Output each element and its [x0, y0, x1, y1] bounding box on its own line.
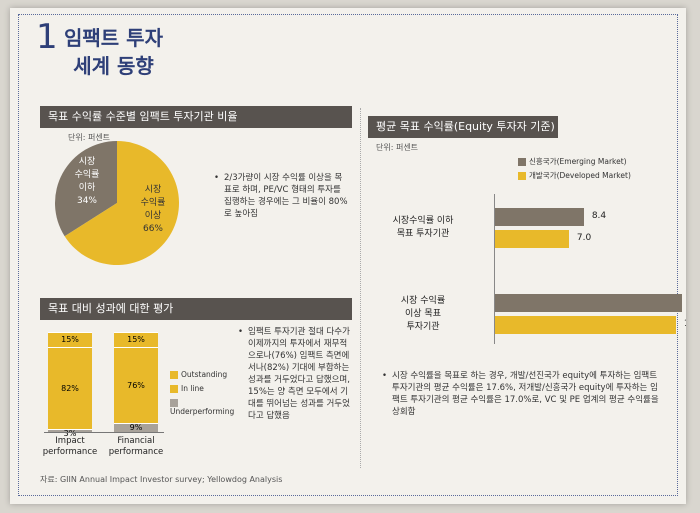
hbar-category-label: 시장 수익률 이상 목표 투자기관 — [400, 295, 446, 332]
stacked-axis-line — [44, 432, 164, 433]
stacked-x-label: Impact performance — [42, 436, 98, 457]
bullet-icon: • — [214, 173, 220, 183]
source-note: 자료: GIIN Annual Impact Investor survey; … — [40, 475, 283, 484]
hbar-bar — [494, 230, 569, 248]
title-line-2: 세계 동향 — [73, 54, 154, 78]
legend-swatch-underperforming — [170, 399, 178, 407]
bar-segment: 15% — [114, 333, 158, 347]
stacked-x-label: Financial performance — [108, 436, 164, 457]
title-line-1: 임팩트 투자 — [64, 26, 163, 50]
hbar-bar — [494, 294, 683, 312]
pie-below-line3: 이하 — [78, 183, 96, 193]
slide-page: 1 임팩트 투자 세계 동향 목표 수익률 수준별 임팩트 투자기관 비율 단위… — [10, 8, 686, 504]
page-title: 임팩트 투자 세계 동향 — [64, 24, 163, 80]
legend-swatch-developed — [518, 172, 526, 180]
section3-note: • 시장 수익률을 목표로 하는 경우, 개발/선진국가 equity에 투자하는… — [382, 371, 659, 417]
pie-above-line1: 시장 — [144, 185, 162, 195]
stacked-bar-chart: 3% 82% 15% Impact performance 9% 76% 15% Financi… — [43, 324, 234, 470]
section3-unit: 단위: 퍼센트 — [376, 143, 419, 152]
legend-in-line: In line — [170, 384, 204, 393]
pie-slice-0 — [55, 141, 117, 237]
section1-header: 목표 수익률 수준별 임팩트 투자기관 비율 — [40, 106, 352, 128]
section1-note: • 2/3가량이 시장 수익률 이상을 목표로 하며, PE/VC 형태의 투자를… — [214, 173, 348, 219]
pie-label-below: 시장 수익률 이하 34% — [62, 156, 112, 208]
pie-above-value: 66% — [142, 224, 163, 234]
pie-label-above: 시장 수익률 이상 66% — [128, 184, 178, 236]
bullet-icon: • — [238, 327, 244, 337]
bar-segment: 76% — [114, 348, 158, 423]
hbar-bar — [494, 208, 584, 226]
hbar-axis-line — [494, 194, 495, 344]
legend-outstanding: Outstanding — [170, 370, 227, 379]
legend-emerging: 신흥국가(Emerging Market) — [518, 156, 627, 167]
section-number: 1 — [36, 17, 58, 57]
bullet-icon: • — [382, 371, 388, 381]
bar-segment: 9% — [114, 424, 158, 432]
dotted-frame — [18, 14, 678, 496]
legend-swatch-outstanding — [170, 371, 178, 379]
legend-swatch-in-line — [170, 385, 178, 393]
hbar-value-label: 7.0 — [576, 233, 592, 243]
hbar-bar — [494, 316, 676, 334]
stacked-bar-1: 9% 76% 15% — [114, 332, 158, 432]
pie-chart — [55, 141, 179, 265]
pie-slice-1 — [64, 141, 179, 265]
hbar-value-label: 8.4 — [591, 211, 607, 221]
pie-above-line3: 이상 — [144, 211, 162, 221]
section3-header: 평균 목표 수익률(Equity 투자자 기준) — [368, 116, 558, 138]
legend-developed: 개발국가(Developed Market) — [518, 170, 631, 181]
pie-below-line1: 시장 — [78, 157, 96, 167]
section1-unit: 단위: 퍼센트 — [68, 133, 111, 142]
section2-note: • 임팩트 투자기관 절대 다수가 이제까지의 투자에서 재무적으로나(76%) … — [238, 327, 350, 421]
pie-below-line2: 수익률 — [74, 170, 100, 180]
legend-underperforming: Underperforming — [170, 398, 234, 416]
column-divider — [360, 108, 361, 468]
stacked-bar-0: 3% 82% 15% — [48, 332, 92, 438]
bar-segment: 3% — [48, 430, 92, 438]
hbar-category-label: 시장수익률 이하 목표 투자기관 — [392, 216, 454, 239]
pie-above-line2: 수익률 — [140, 198, 166, 208]
pie-below-value: 34% — [76, 196, 97, 206]
bar-segment: 82% — [48, 348, 92, 429]
section2-header: 목표 대비 성과에 대한 평가 — [40, 298, 352, 320]
legend-swatch-emerging — [518, 158, 526, 166]
bar-segment: 15% — [48, 333, 92, 347]
hbar-value-label: 17.0 — [684, 319, 686, 329]
